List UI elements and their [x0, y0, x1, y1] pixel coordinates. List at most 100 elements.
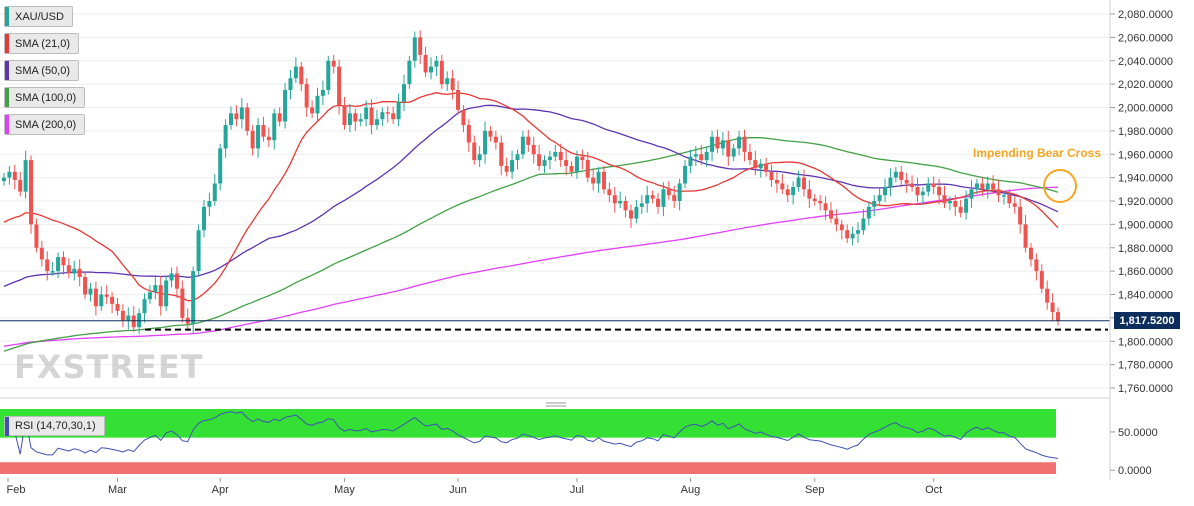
price-grid	[0, 13, 1110, 389]
candle-body	[212, 183, 217, 201]
candle-body	[369, 107, 374, 126]
legend-rsi[interactable]: RSI (14,70,30,1)	[4, 416, 105, 436]
candle-body	[34, 224, 39, 248]
y-tick-label: 1,780.0000	[1118, 360, 1173, 372]
candle-body	[461, 109, 466, 126]
legend-label-rsi: RSI (14,70,30,1)	[15, 420, 96, 432]
candle-body	[39, 247, 44, 260]
candle-body	[342, 105, 347, 126]
candle-body	[688, 156, 693, 166]
candle-body	[234, 113, 239, 120]
y-tick-label: 1,760.0000	[1118, 383, 1173, 395]
x-tick-label: Jul	[570, 484, 584, 496]
candle-body	[337, 66, 342, 106]
y-tick-label: 1,940.0000	[1118, 173, 1173, 185]
candle-body	[569, 165, 574, 172]
y-tick-label: 1,920.0000	[1118, 196, 1173, 208]
candle-body	[764, 163, 769, 172]
candle-body	[391, 113, 396, 120]
candle-body	[758, 163, 763, 169]
y-tick-label: 1,800.0000	[1118, 336, 1173, 348]
x-tick-label: Sep	[805, 484, 825, 496]
candle-body	[980, 183, 985, 190]
candle-body	[326, 60, 331, 90]
date-axis: Feb Mar Apr May Jun Jul Aug Sep Oct	[7, 478, 942, 496]
candle-body	[45, 259, 50, 272]
candle-body	[1018, 206, 1023, 225]
candle-body	[429, 66, 434, 73]
legend-label-sma50: SMA (50,0)	[15, 64, 71, 77]
candle-body	[147, 292, 152, 300]
candle-body	[385, 112, 390, 114]
candle-body	[915, 186, 920, 196]
candle-body	[693, 154, 698, 157]
legend-label-sma200: SMA (200,0)	[15, 118, 77, 131]
legend-sma200[interactable]: SMA (200,0)	[4, 114, 86, 135]
candle-body	[283, 89, 288, 122]
candle-body	[396, 101, 401, 120]
candle-body	[1039, 271, 1044, 289]
candle-body	[223, 125, 228, 149]
candle-body	[888, 177, 893, 187]
candle-body	[445, 78, 450, 85]
candle-body	[828, 210, 833, 219]
candle-body	[56, 257, 61, 272]
legend-sma21[interactable]: SMA (21,0)	[4, 33, 80, 54]
candle-body	[77, 268, 82, 277]
candle-body	[818, 201, 823, 204]
candle-body	[266, 136, 271, 141]
candle-body	[120, 310, 125, 321]
candle-body	[1056, 312, 1060, 321]
candle-body	[353, 113, 358, 122]
candle-body	[191, 271, 196, 324]
pane-resize-handle[interactable]	[546, 402, 566, 407]
candle-body	[7, 171, 12, 178]
candle-body	[196, 230, 201, 272]
x-tick-label: Feb	[7, 484, 26, 496]
candle-body	[256, 125, 261, 149]
candle-body	[1034, 259, 1039, 272]
rsi-pane: 50.0000 0.0000	[0, 409, 1158, 477]
candle-body	[510, 160, 515, 172]
candle-body	[969, 189, 974, 199]
candle-body	[656, 198, 661, 207]
candle-body	[412, 37, 417, 61]
candle-body	[153, 285, 158, 293]
candle-body	[807, 189, 812, 199]
candle-body	[23, 160, 28, 192]
candle-body	[553, 151, 558, 157]
legend-sma100[interactable]: SMA (100,0)	[4, 87, 86, 108]
x-tick-label: Apr	[212, 484, 229, 496]
candle-body	[634, 206, 639, 219]
candle-body	[607, 189, 612, 196]
candle-body	[628, 210, 633, 219]
candle-body	[29, 160, 34, 225]
candle-body	[472, 142, 477, 161]
legend-xauusd[interactable]: XAU/USD	[4, 6, 73, 27]
rsi-overbought-band	[0, 409, 1056, 438]
x-tick-label: Oct	[925, 484, 942, 496]
candle-body	[304, 84, 309, 108]
y-tick-label: 1,860.0000	[1118, 266, 1173, 278]
candle-body	[774, 179, 779, 184]
candle-body	[380, 112, 385, 120]
candle-body	[715, 136, 720, 149]
candle-body	[726, 140, 731, 157]
candle-body	[137, 313, 142, 328]
bear-cross-annotation: Impending Bear Cross	[973, 146, 1101, 160]
candle-body	[866, 206, 871, 219]
candle-body	[591, 177, 596, 184]
candle-body	[250, 130, 255, 149]
legend-sma50[interactable]: SMA (50,0)	[4, 60, 80, 81]
candle-body	[477, 154, 482, 161]
candle-body	[796, 177, 801, 187]
candle-body	[585, 160, 590, 178]
legend-swatch-sma200	[5, 115, 9, 134]
y-tick-label: 1,840.0000	[1118, 290, 1173, 302]
candle-body	[99, 294, 104, 307]
bear-cross-circle	[1043, 169, 1077, 203]
candle-body	[347, 113, 352, 126]
moving-averages	[3, 92, 1059, 352]
